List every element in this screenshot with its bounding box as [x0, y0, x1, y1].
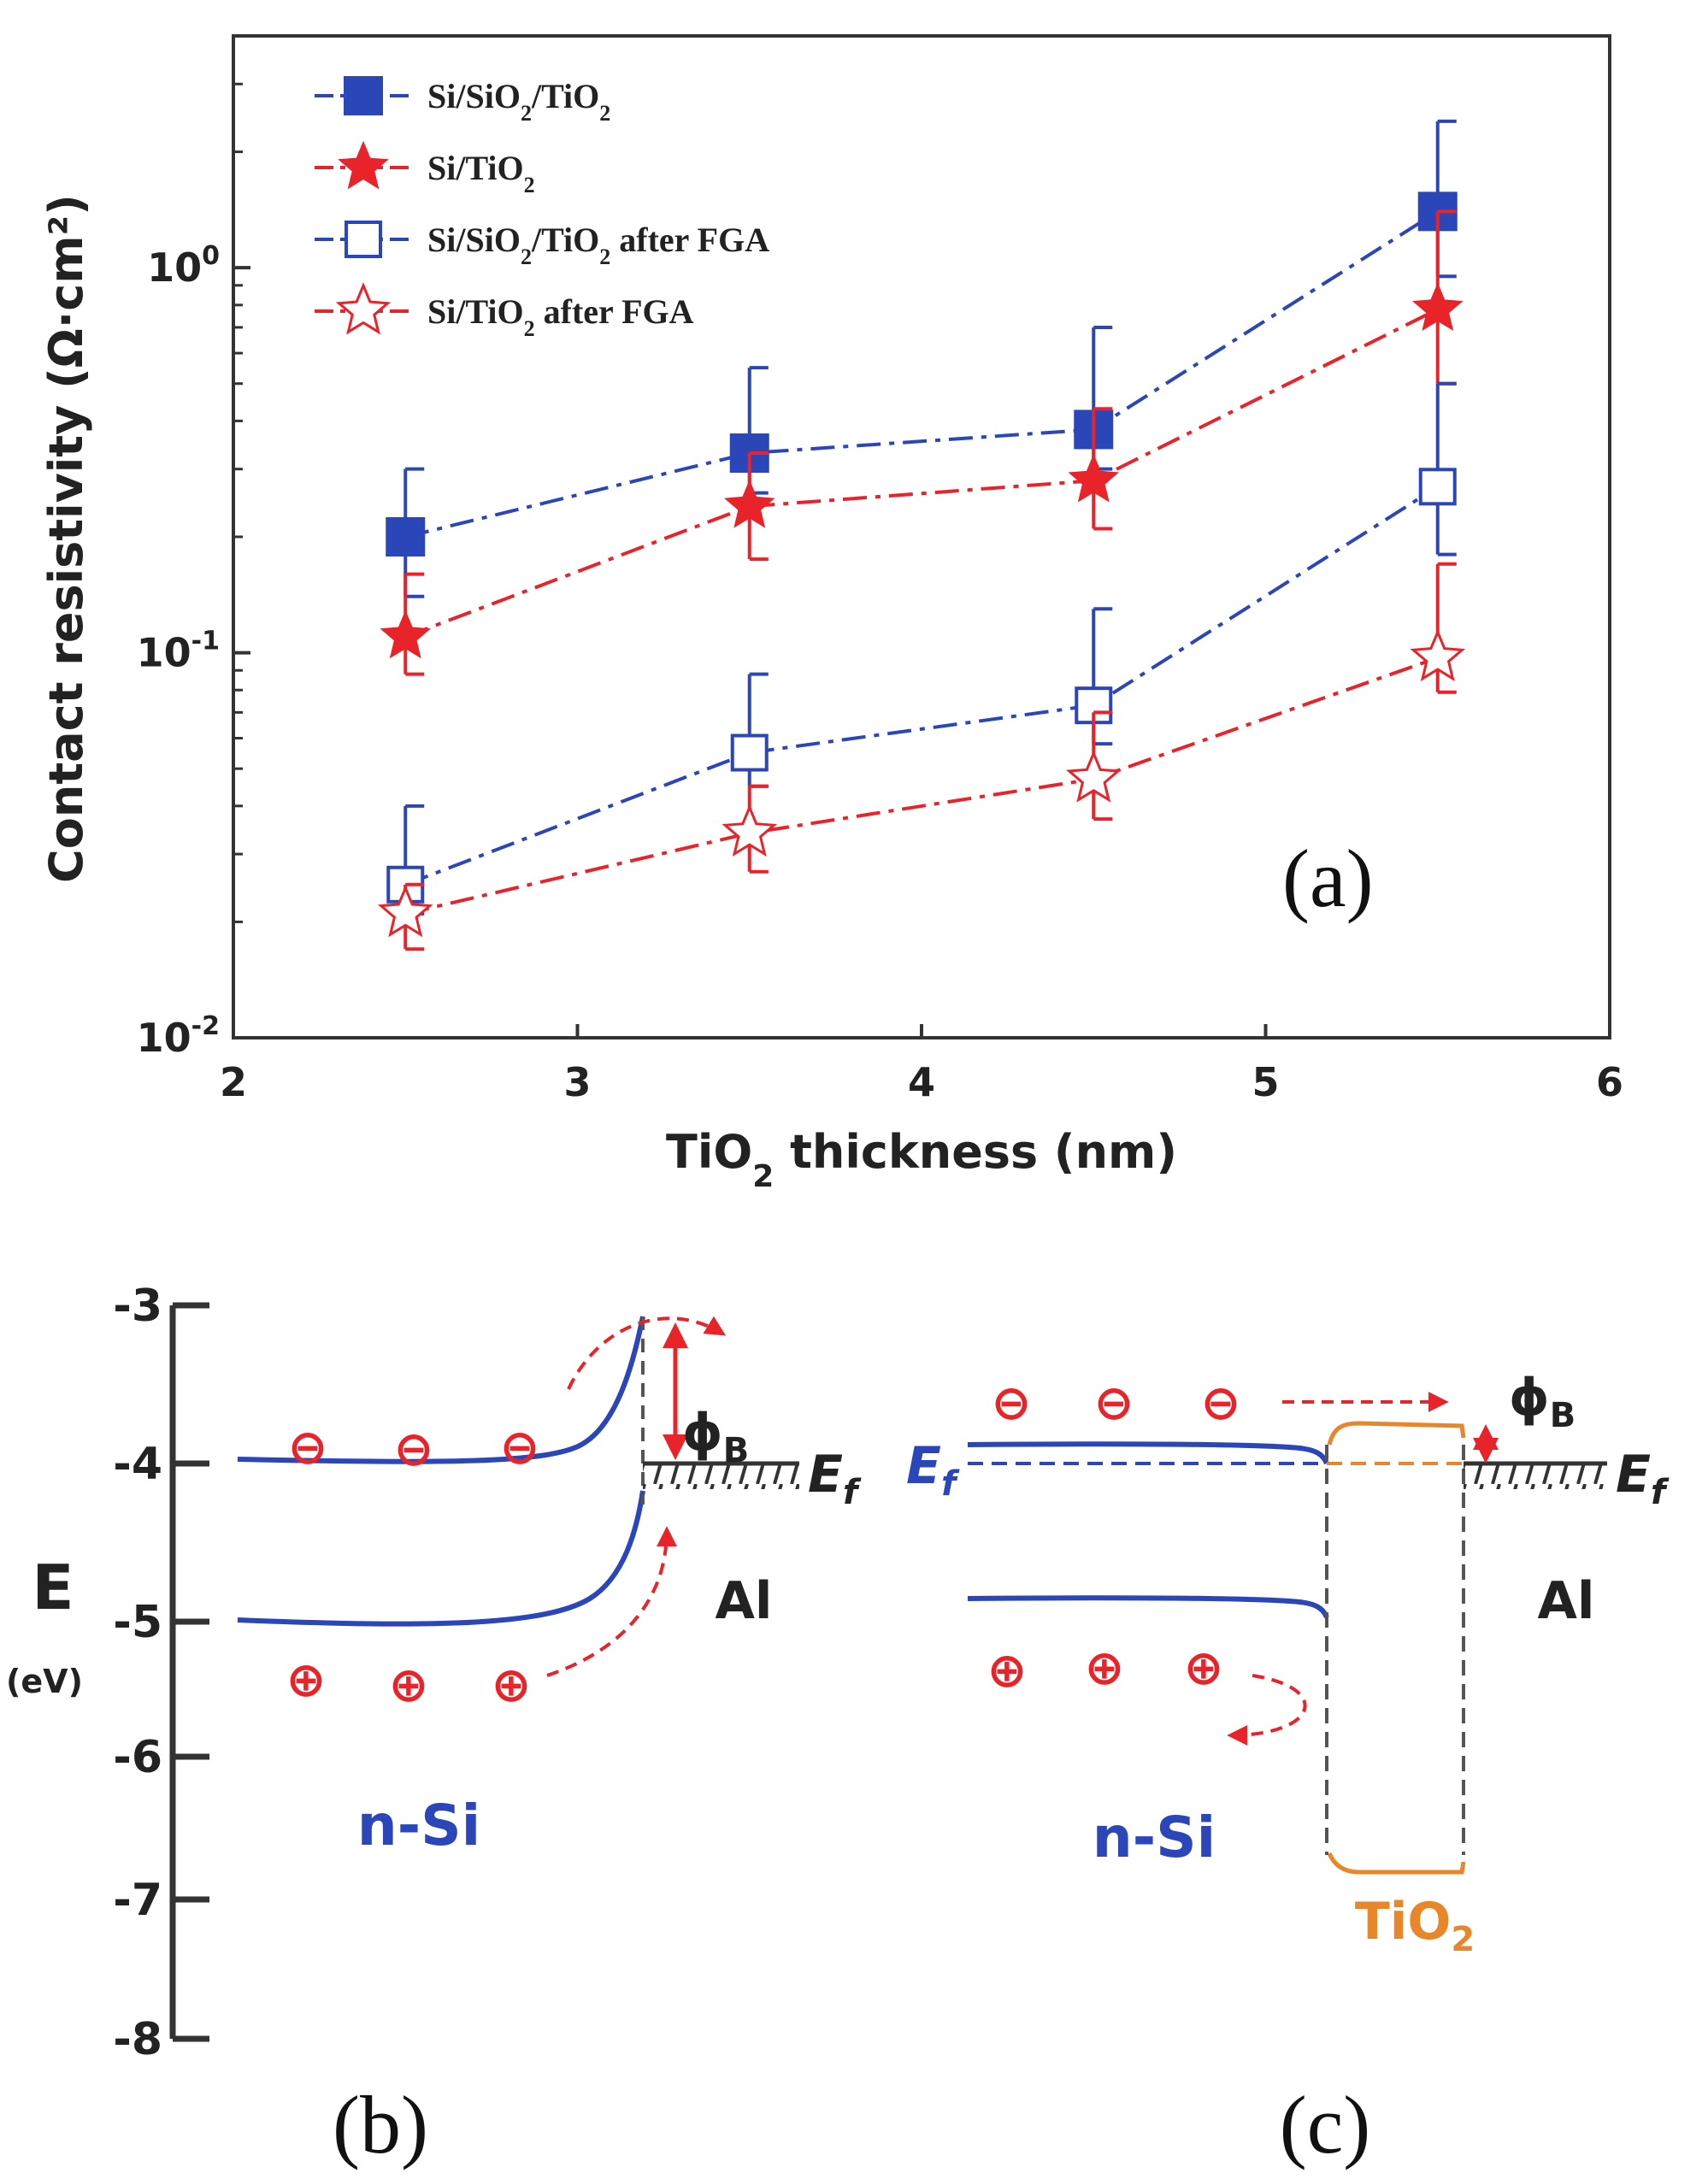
energy-tick-label: -7: [113, 1875, 162, 1926]
legend-label: Si/SiO2/TiO2 after FGA: [427, 221, 769, 269]
hole-icon: ⊕: [286, 1652, 327, 1708]
energy-axis-title: E: [32, 1552, 74, 1623]
barrier-label-b: ϕB: [682, 1403, 749, 1470]
y-axis-ticks: 100 10-1 10-2: [137, 34, 250, 1061]
hole-icon: ⊕: [1085, 1640, 1125, 1696]
energy-tick-label: -3: [113, 1281, 162, 1332]
panel-label-b: (b): [333, 2079, 428, 2170]
electron-icon: ⊖: [992, 1375, 1032, 1431]
fermi-label-b: Ef: [808, 1445, 862, 1512]
data-point: [1418, 468, 1457, 506]
x-tick-label: 5: [1252, 1059, 1279, 1105]
hole-icon: ⊕: [492, 1658, 532, 1713]
tio2-conduction-band: [1327, 1421, 1466, 1446]
data-point: [1068, 453, 1120, 503]
series-1: [380, 209, 1464, 676]
series-line: [404, 308, 1439, 639]
y-tick-label: 100: [147, 241, 220, 291]
metal-label-b: Al: [715, 1571, 772, 1631]
energy-tick-label: -4: [113, 1439, 162, 1490]
data-point: [1411, 282, 1464, 332]
panel-label-c: (c): [1280, 2079, 1371, 2170]
band-diagram-c: ⊖ ⊖ ⊖ ⊕ ⊕ ⊕ ϕB Ef Ef Al n-Si TiO2 (c): [906, 1368, 1670, 2170]
legend-marker: [335, 282, 392, 335]
data-point: [1065, 750, 1122, 803]
series-line: [404, 656, 1439, 916]
x-tick-label: 2: [220, 1059, 247, 1105]
legend: Si/SiO2/TiO2 Si/TiO2 Si/SiO2/TiO2 after FG…: [315, 76, 769, 341]
legend-marker: [338, 140, 389, 190]
metal-label-c: Al: [1537, 1571, 1594, 1631]
interlayer-label-c: TiO2: [1355, 1892, 1475, 1959]
metal-hatch-c: [1464, 1463, 1607, 1489]
electron-icon: ⊖: [1201, 1375, 1241, 1431]
electron-transport-arrow: [567, 1316, 727, 1390]
semiconductor-label-c: n-Si: [1093, 1805, 1216, 1870]
hole-transport-arrow: [546, 1526, 677, 1677]
energy-axis-ticks: [173, 1302, 209, 2042]
energy-tick-label: -6: [113, 1732, 162, 1783]
y-axis-label: Contact resistivity (Ω·cm²): [39, 194, 93, 883]
tio2-valence-band: [1327, 1852, 1466, 1875]
band-diagram-b: -3 -4 -5 -6 -7 -8 E (eV) ⊖ ⊖ ⊖ ⊕ ⊕ ⊕: [6, 1281, 862, 2170]
legend-label: Si/SiO2/TiO2: [427, 77, 610, 126]
y-tick-label: 10-2: [137, 1011, 220, 1061]
legend-label: Si/TiO2: [427, 149, 535, 197]
electron-icon: ⊖: [394, 1422, 434, 1477]
hole-icon: ⊕: [987, 1643, 1028, 1699]
legend-marker: [344, 76, 383, 115]
energy-axis-unit: (eV): [6, 1663, 83, 1700]
valence-band-c: [967, 1595, 1329, 1619]
energy-tick-label: -8: [113, 2014, 162, 2065]
valence-band-b: [237, 1490, 645, 1627]
series-layer: [377, 119, 1466, 951]
x-tick-label: 3: [563, 1059, 591, 1105]
data-point: [721, 804, 778, 857]
semiconductor-label-b: n-Si: [357, 1793, 481, 1858]
conduction-band-c: [967, 1441, 1329, 1465]
x-axis-label: TiO2 thickness (nm): [666, 1125, 1177, 1194]
y-tick-label: 10-1: [137, 627, 220, 676]
series-0: [386, 119, 1458, 598]
hole-icon: ⊕: [389, 1658, 429, 1713]
legend-label: Si/TiO2 after FGA: [427, 292, 694, 341]
si-fermi-label-c: Ef: [906, 1436, 960, 1504]
series-3: [377, 562, 1466, 951]
fermi-label-c: Ef: [1616, 1445, 1670, 1512]
energy-tick-label: -5: [113, 1597, 162, 1648]
hole-icon: ⊕: [1184, 1640, 1224, 1696]
data-point: [377, 885, 433, 938]
data-point: [1410, 628, 1466, 681]
electron-icon: ⊖: [288, 1420, 328, 1475]
panel-label-a: (a): [1282, 833, 1374, 924]
electron-icon: ⊖: [1094, 1375, 1134, 1431]
barrier-label-c: ϕB: [1509, 1368, 1575, 1435]
data-point: [723, 479, 775, 528]
series-2: [386, 381, 1457, 916]
x-tick-label: 4: [908, 1059, 935, 1105]
series-line: [404, 485, 1439, 886]
data-point: [386, 517, 426, 557]
data-point: [380, 610, 432, 659]
hole-blocked-arrow: [1227, 1674, 1307, 1746]
legend-marker: [345, 221, 382, 258]
series-line: [404, 209, 1439, 539]
data-point: [730, 733, 769, 772]
conduction-band-b: [237, 1316, 645, 1464]
electron-icon: ⊖: [500, 1420, 540, 1475]
x-tick-label: 6: [1596, 1059, 1623, 1105]
x-axis-ticks: 2 3 4 5 6: [220, 1024, 1623, 1105]
metal-hatch-b: [643, 1463, 799, 1489]
